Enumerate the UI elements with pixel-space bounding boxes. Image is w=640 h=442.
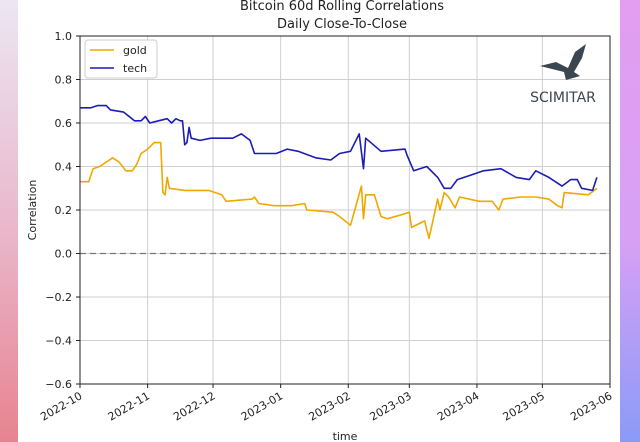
x-tick-label: 2023-04 bbox=[435, 389, 481, 423]
background-edge bbox=[618, 0, 640, 442]
y-tick-label: −0.6 bbox=[45, 378, 72, 391]
x-tick-label: 2023-05 bbox=[501, 389, 547, 423]
legend: gold tech bbox=[84, 39, 158, 79]
watermark-text: SCIMITAR bbox=[530, 90, 596, 106]
y-tick-label: 1.0 bbox=[55, 30, 73, 43]
series-line-gold bbox=[80, 141, 598, 240]
y-axis-label: Correlation bbox=[26, 180, 39, 241]
legend-label-gold: gold bbox=[123, 44, 147, 57]
grid bbox=[79, 35, 611, 385]
y-tick-label: 0.4 bbox=[55, 161, 73, 174]
x-axis-label: time bbox=[333, 430, 358, 442]
y-tick-label: −0.4 bbox=[45, 335, 72, 348]
y-tick-label: 0.6 bbox=[55, 117, 73, 130]
chart-subtitle: Daily Close-To-Close bbox=[277, 17, 407, 32]
x-tick-label: 2023-02 bbox=[306, 389, 352, 423]
x-tick-label: 2023-01 bbox=[239, 389, 285, 423]
x-tick-label: 2022-10 bbox=[38, 389, 84, 423]
y-tick-label: 0.0 bbox=[55, 248, 73, 261]
scimitar-logo: SCIMITAR bbox=[530, 44, 596, 106]
y-tick-label: 0.8 bbox=[55, 74, 73, 87]
plot-frame bbox=[79, 35, 611, 385]
scimitar-logo-icon bbox=[540, 44, 586, 80]
chart-title: Bitcoin 60d Rolling Correlations bbox=[240, 0, 444, 14]
x-axis: 2022-10 2022-11 2022-12 2023-01 2023-02 2023-… bbox=[38, 384, 615, 424]
y-axis: 1.0 0.8 0.6 0.4 0.2 0.0 −0.2 −0.4 −0.6 bbox=[45, 30, 80, 391]
x-tick-label: 2023-06 bbox=[568, 389, 614, 423]
series-line-tech bbox=[80, 104, 598, 192]
y-tick-label: 0.2 bbox=[55, 204, 73, 217]
series-lines bbox=[80, 104, 610, 255]
x-tick-label: 2022-11 bbox=[106, 389, 152, 423]
legend-label-tech: tech bbox=[123, 62, 147, 75]
x-tick-label: 2022-12 bbox=[171, 389, 217, 423]
y-tick-label: −0.2 bbox=[45, 291, 72, 304]
x-tick-label: 2023-03 bbox=[368, 389, 414, 423]
